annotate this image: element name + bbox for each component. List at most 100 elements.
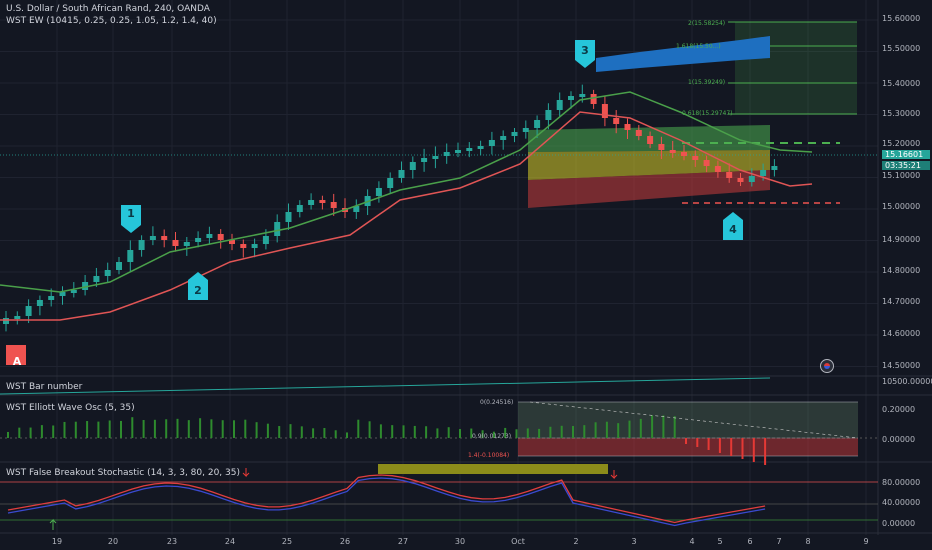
osc-bar: [357, 419, 360, 438]
candle-body: [556, 100, 563, 110]
osc-bar: [131, 417, 134, 438]
candle-body: [601, 104, 608, 118]
candle-body: [613, 118, 620, 124]
osc-bar: [526, 428, 529, 438]
stoch-k: [7, 474, 766, 524]
stoch-d: [7, 477, 766, 527]
candle-body: [285, 212, 292, 222]
time-tick: 4: [689, 537, 695, 546]
wave-4-badge: [723, 212, 743, 240]
wave-3-badge: [575, 40, 595, 68]
price-tick: 15.50000: [882, 44, 921, 53]
wave-1-badge: [121, 205, 141, 233]
candle-body: [82, 282, 89, 290]
candle-body: [14, 316, 21, 319]
osc-bar: [255, 422, 258, 438]
osc-bar: [447, 427, 450, 438]
candle-body: [172, 240, 179, 246]
osc-bar: [266, 423, 269, 438]
candle-body: [488, 140, 495, 146]
osc-bar: [142, 420, 145, 438]
symbol-title: U.S. Dollar / South African Rand, 240, O…: [6, 4, 210, 14]
candle-body: [217, 234, 224, 240]
osc-bar: [334, 430, 337, 438]
osc-bar: [86, 421, 89, 438]
time-tick: 30: [454, 537, 466, 546]
osc-bar: [560, 425, 563, 438]
time-tick: 8: [805, 537, 811, 546]
time-tick: 24: [224, 537, 236, 546]
time-tick: 19: [51, 537, 63, 546]
osc-bar: [662, 415, 665, 438]
candle-body: [477, 146, 484, 149]
osc-bar: [278, 426, 281, 438]
price-tick: 14.70000: [882, 297, 921, 306]
osc-bar: [685, 438, 687, 444]
stoch-tick: 80.00000: [882, 478, 921, 487]
sell-arrow-icon: [242, 468, 250, 478]
price-tick: 15.10000: [882, 171, 921, 180]
bar-number-axis: 10500.00000: [882, 377, 932, 386]
candle-body: [771, 166, 778, 170]
candle-body: [568, 96, 574, 100]
osc-bar: [187, 420, 190, 438]
wave-4-label: 4: [729, 223, 737, 236]
osc-bar: [696, 438, 699, 447]
osc-bar: [97, 421, 100, 438]
candle-body: [760, 170, 767, 176]
candle-body: [195, 238, 202, 242]
osc-bar: [413, 425, 416, 438]
candle-body: [274, 222, 281, 236]
osc-bar: [18, 427, 21, 438]
candle-body: [522, 128, 529, 132]
candle-body: [262, 236, 269, 244]
osc-bar: [153, 419, 156, 438]
ma-slow: [0, 111, 813, 321]
candle-body: [579, 94, 586, 97]
currency-flag-icon[interactable]: [820, 359, 834, 373]
osc-bar: [40, 425, 43, 438]
price-tick: 15.40000: [882, 79, 921, 88]
osc-bar: [29, 427, 32, 438]
indicator-title: WST EW (10415, 0.25, 0.25, 1.05, 1.2, 1.…: [6, 16, 217, 26]
time-tick: 23: [166, 537, 178, 546]
candle-body: [36, 300, 43, 306]
candle-body: [296, 205, 303, 212]
osc-bar: [470, 428, 473, 438]
osc-bar: [368, 421, 371, 438]
osc-bar: [605, 421, 608, 438]
bar-countdown: 03:35:21: [882, 161, 930, 170]
osc-bar: [752, 438, 755, 462]
osc-bar: [436, 428, 439, 438]
time-tick: 7: [776, 537, 782, 546]
candle-body: [658, 144, 665, 150]
candle-body: [353, 206, 360, 212]
candle-body: [3, 318, 9, 324]
price-tick: 14.90000: [882, 235, 921, 244]
time-tick: 2: [573, 537, 579, 546]
candle-body: [714, 166, 721, 172]
osc-bar: [52, 425, 55, 438]
osc-bar: [7, 431, 9, 438]
osc-bar: [63, 421, 66, 438]
price-tick: 14.60000: [882, 329, 921, 338]
candle-body: [116, 262, 122, 270]
osc-bar: [741, 438, 744, 459]
osc-bar: [764, 438, 767, 465]
osc-bar: [504, 427, 507, 438]
osc-bar: [199, 418, 202, 438]
osc-bar: [572, 425, 574, 438]
time-tick: 5: [717, 537, 723, 546]
candle-body: [229, 240, 235, 244]
osc-tick: 0.20000: [882, 405, 916, 414]
stochastic-title: WST False Breakout Stochastic (14, 3, 3,…: [6, 468, 240, 478]
ma-fast: [0, 91, 813, 293]
candle-body: [692, 156, 699, 160]
candle-body: [545, 110, 552, 120]
candle-body: [726, 172, 733, 178]
candle-body: [511, 132, 518, 136]
candle-body: [25, 306, 32, 316]
candle-body: [104, 270, 111, 276]
wave-3-label: 3: [581, 44, 589, 57]
